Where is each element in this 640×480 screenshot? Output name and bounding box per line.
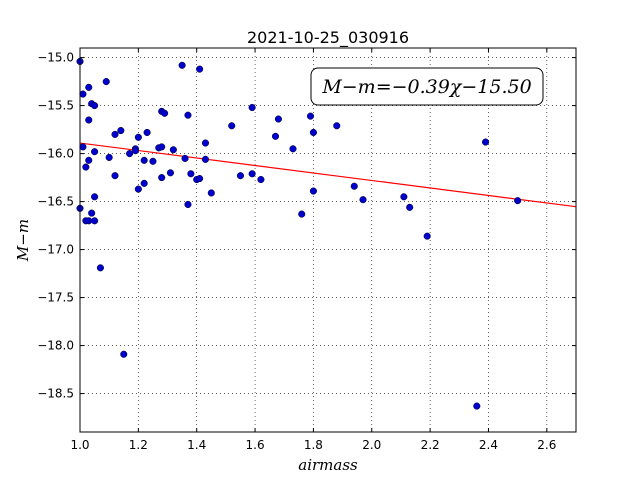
x-tick-label: 1.4	[187, 438, 206, 452]
data-point	[111, 172, 119, 180]
data-point	[96, 264, 104, 272]
data-point	[134, 185, 142, 193]
x-tick-label: 1.0	[70, 438, 89, 452]
data-point	[257, 175, 265, 184]
data-points	[76, 57, 522, 410]
x-tick-label: 1.6	[246, 438, 265, 452]
grid	[79, 48, 576, 432]
plot-frame	[79, 47, 577, 433]
data-point	[274, 115, 282, 123]
data-point	[105, 153, 113, 161]
data-point	[333, 122, 341, 130]
x-tick-label: 2.2	[421, 438, 440, 452]
x-tick-label: 2.0	[362, 438, 381, 452]
data-point	[248, 103, 256, 112]
y-tick-label: −15.5	[37, 99, 74, 113]
data-point	[289, 145, 297, 153]
data-point	[149, 157, 157, 165]
data-point	[400, 193, 408, 201]
data-point	[85, 116, 93, 124]
y-tick-label: −18.0	[37, 339, 74, 353]
y-tick-label: −17.5	[37, 291, 74, 305]
x-axis-label: airmass	[298, 456, 358, 474]
data-point	[196, 65, 204, 73]
data-point	[126, 150, 134, 158]
data-point	[79, 143, 87, 151]
fit-annotation: M−m=−0.39χ−15.50	[321, 76, 531, 98]
y-tick-labels: −15.0 −15.5 −16.0 −16.5 −17.0 −17.5 −18.0 −18.5	[37, 51, 74, 401]
data-point	[169, 146, 177, 154]
data-point	[79, 90, 87, 98]
data-point	[140, 156, 148, 164]
data-point	[91, 193, 99, 201]
data-point	[228, 122, 236, 130]
data-point	[248, 170, 256, 178]
x-tick-label: 1.2	[129, 438, 148, 452]
data-point	[514, 197, 522, 205]
data-point	[158, 174, 166, 182]
data-point	[85, 156, 93, 164]
data-point	[184, 111, 192, 119]
data-point	[140, 179, 148, 187]
fit-annotation-box	[310, 67, 544, 106]
data-point	[207, 189, 215, 197]
data-point	[423, 232, 431, 240]
data-point	[161, 109, 169, 117]
y-tick-label: −16.0	[37, 147, 74, 161]
x-tick-label: 2.4	[479, 438, 498, 452]
data-point	[482, 138, 490, 146]
data-point	[309, 187, 317, 195]
data-point	[184, 200, 192, 209]
fit-line	[79, 142, 577, 208]
y-axis-label: M−m	[14, 219, 32, 262]
data-point	[178, 61, 186, 69]
data-point	[91, 217, 99, 225]
data-point	[359, 196, 367, 204]
data-point	[271, 132, 280, 140]
data-point	[88, 209, 96, 217]
data-point	[166, 169, 174, 177]
axis-ticks	[79, 48, 576, 432]
data-point	[196, 175, 204, 183]
data-point	[298, 210, 306, 218]
data-point	[201, 155, 210, 163]
data-point	[350, 182, 358, 190]
data-point	[158, 143, 166, 151]
data-point	[181, 154, 189, 162]
data-point	[102, 78, 110, 86]
data-point	[473, 402, 481, 410]
data-point	[117, 127, 125, 135]
data-point	[134, 133, 142, 141]
y-tick-label: −17.0	[37, 243, 74, 257]
x-tick-label: 1.8	[304, 438, 323, 452]
data-point	[306, 112, 315, 120]
data-point	[406, 203, 414, 211]
data-point	[309, 128, 317, 137]
data-point	[85, 83, 93, 91]
data-point	[111, 130, 119, 138]
data-point	[236, 172, 245, 180]
data-point	[91, 148, 99, 156]
data-point	[82, 163, 90, 171]
data-point	[187, 170, 195, 178]
data-point	[131, 147, 139, 155]
y-tick-label: −18.5	[37, 387, 74, 401]
chart-title: 2021-10-25_030916	[247, 28, 409, 48]
data-point	[201, 139, 210, 147]
data-point	[91, 102, 99, 110]
y-tick-label: −15.0	[37, 51, 74, 65]
x-tick-labels: 1.0 1.2 1.4 1.6 1.8 2.0 2.2 2.4 2.6	[70, 438, 556, 452]
data-point	[120, 350, 128, 358]
y-tick-label: −16.5	[37, 195, 74, 209]
data-point	[143, 128, 151, 137]
x-tick-label: 2.6	[537, 438, 556, 452]
